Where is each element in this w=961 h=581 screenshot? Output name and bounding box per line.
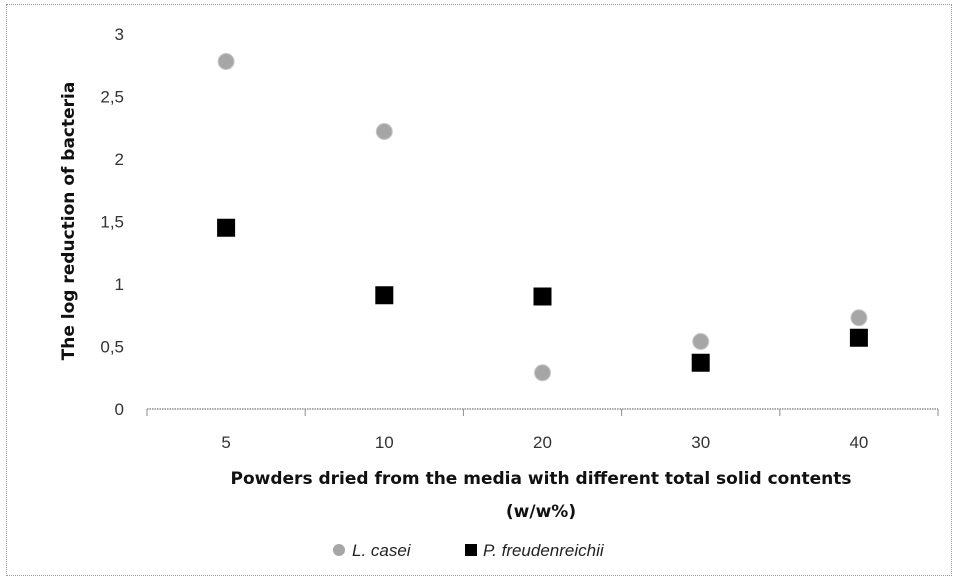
y-axis-title: The log reduction of bacteria xyxy=(59,82,79,361)
x-tick-label: 30 xyxy=(691,433,710,452)
legend-marker-l-casei xyxy=(333,544,345,556)
point-series-1 xyxy=(375,286,394,305)
legend-marker-p-freudenreichii xyxy=(465,544,477,556)
x-axis-title-line-1: Powders dried from the media with differ… xyxy=(231,469,852,489)
point-series-1 xyxy=(217,218,236,237)
data-points xyxy=(217,53,868,382)
y-tick-label: 0 xyxy=(115,400,124,419)
x-tick-label: 20 xyxy=(533,433,552,452)
y-tick-label: 2 xyxy=(115,150,124,169)
y-tick-label: 0,5 xyxy=(100,338,124,357)
point-series-1 xyxy=(691,353,710,372)
y-tick-label: 1,5 xyxy=(100,213,124,232)
point-series-0 xyxy=(692,333,710,350)
y-tick-label: 2,5 xyxy=(100,88,124,107)
point-series-1 xyxy=(849,328,868,347)
point-series-0 xyxy=(375,123,393,140)
point-series-1 xyxy=(533,287,552,306)
chart-frame xyxy=(6,4,952,576)
y-tick-label: 1 xyxy=(115,275,124,294)
x-tick-label: 10 xyxy=(375,433,394,452)
point-series-0 xyxy=(217,53,235,70)
x-axis-title-line-2: (w/w%) xyxy=(506,502,576,522)
y-tick-label: 3 xyxy=(115,25,124,44)
legend: L. casei P. freudenreichii xyxy=(333,541,605,560)
legend-label-l-casei: L. casei xyxy=(352,541,412,560)
legend-label-p-freudenreichii: P. freudenreichii xyxy=(483,541,605,560)
y-axis-ticks: 0 0,5 1 1,5 2 2,5 3 xyxy=(100,25,124,419)
x-tick-label: 5 xyxy=(221,433,230,452)
x-axis-ticks: 5 10 20 30 40 xyxy=(146,409,939,452)
point-series-0 xyxy=(534,364,551,382)
point-series-0 xyxy=(850,309,868,327)
x-tick-label: 40 xyxy=(849,433,868,452)
